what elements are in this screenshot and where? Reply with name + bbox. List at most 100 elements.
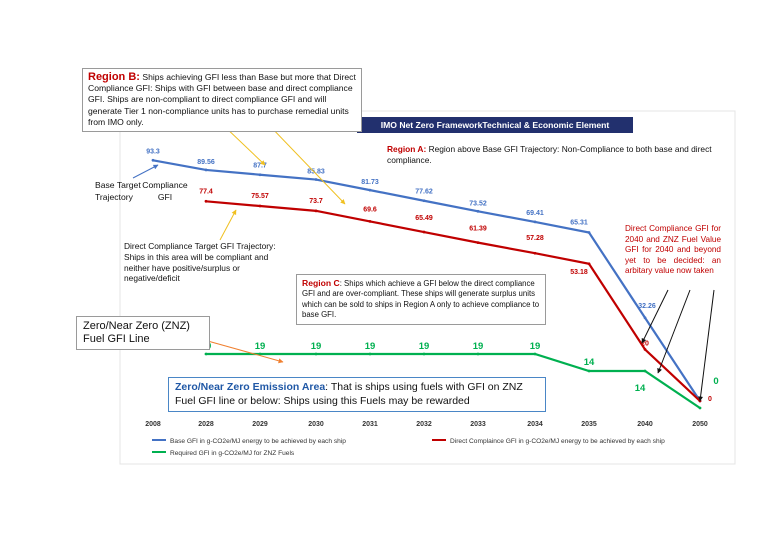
- data-point-znz: [587, 369, 591, 373]
- data-point-direct: [476, 241, 480, 245]
- data-label-base: 89.56: [197, 159, 215, 166]
- series-line-direct: [205, 200, 701, 402]
- data-point-direct: [368, 220, 372, 223]
- dc-target-arrow: [219, 209, 237, 241]
- data-label-direct: 69.6: [363, 206, 377, 213]
- dc-2040-arrow-3: [698, 289, 715, 402]
- x-tick-label: 2030: [308, 421, 324, 428]
- region-a-title: Region A:: [387, 144, 427, 154]
- data-label-direct: 57.28: [526, 235, 544, 242]
- x-tick-label: 2035: [581, 421, 597, 428]
- compliance-gfi-arrow: [132, 164, 159, 179]
- data-point-base: [422, 199, 426, 203]
- znz-area-title: Zero/Near Zero Emission Area: [175, 381, 326, 393]
- data-point-direct: [204, 199, 208, 203]
- data-label-direct: 61.39: [469, 226, 487, 233]
- data-label-znz: 19: [419, 341, 430, 352]
- data-point-direct: [643, 348, 647, 351]
- znz-area-body: : That is ships using fuels with GFI on …: [175, 381, 523, 407]
- dc-2040-annotation: Direct Compliance GFI for 2040 and ZNZ F…: [625, 224, 721, 276]
- x-tick-label: 2032: [416, 421, 432, 428]
- x-tick-label: 2040: [637, 421, 653, 428]
- data-label-base: 93.3: [146, 148, 160, 155]
- series-line-znz: [206, 352, 701, 409]
- region-c-body: : Ships which achieve a GFI below the di…: [302, 279, 540, 320]
- x-tick-label: 2050: [692, 421, 708, 428]
- dc-2040-arrow-2: [657, 289, 691, 374]
- x-tick-label: 2028: [198, 421, 214, 428]
- x-tick-label: 2008: [145, 421, 161, 428]
- data-point-direct: [533, 251, 537, 255]
- labels-layer: 93.3 89.56 87.7 85.83 81.73 77.62 73.52 69.41 65…: [146, 148, 718, 403]
- data-point-znz: [258, 352, 262, 356]
- data-label-direct: 65.49: [415, 215, 433, 222]
- region-c-title: Region C: [302, 278, 340, 288]
- x-tick-label: 2033: [470, 421, 486, 428]
- data-point-base: [314, 178, 318, 181]
- plot-frame: [119, 110, 736, 465]
- data-label-znz: 0: [713, 376, 718, 387]
- data-point-znz: [368, 352, 372, 356]
- x-tick-label: 2034: [527, 421, 543, 428]
- data-label-base: 65.31: [570, 220, 588, 227]
- data-point-znz: [422, 352, 426, 356]
- data-label-znz: 19: [473, 341, 484, 352]
- data-point-base: [368, 188, 372, 192]
- data-label-znz: 14: [584, 357, 595, 368]
- data-point-znz: [643, 369, 647, 373]
- data-point-base: [204, 168, 208, 172]
- dc-target-annotation: Direct Compliance Target GFI Trajectory:…: [124, 241, 276, 284]
- x-tick-label: 2029: [252, 421, 268, 428]
- data-label-direct: 73.7: [309, 198, 323, 205]
- x-tick-label: 2031: [362, 421, 378, 428]
- data-point-base: [476, 209, 480, 213]
- base-target-label: Base Target Trajectory: [95, 180, 141, 202]
- data-label-znz: 19: [365, 341, 376, 352]
- region-b-title: Region B:: [88, 71, 140, 83]
- data-point-direct: [258, 204, 262, 208]
- data-label-direct: 20: [641, 340, 649, 347]
- data-label-base: 73.52: [469, 200, 487, 207]
- data-label-base: 32.26: [638, 303, 656, 310]
- znz-area-annotation: Zero/Near Zero Emission Area: That is sh…: [168, 377, 546, 412]
- legend-label-znz: Required GFI in g-CO2e/MJ for ZNZ Fuels: [170, 450, 295, 457]
- data-point-znz: [698, 406, 702, 410]
- region-b-annotation: Region B: Ships achieving GFI less than …: [82, 68, 362, 133]
- data-point-znz: [314, 352, 318, 356]
- compliance-gfi-label: Compliance GFI: [142, 180, 188, 202]
- data-point-base: [533, 220, 537, 224]
- znz-line-annotation: Zero/Near Zero (ZNZ) Fuel GFI Line: [76, 316, 210, 350]
- data-label-direct: 77.4: [199, 188, 213, 195]
- legend-label-direct: Direct Complaince GFI in g-CO2e/MJ energ…: [450, 438, 665, 445]
- chart-title: IMO Net Zero FrameworkTechnical & Econom…: [357, 117, 633, 133]
- data-label-znz: 19: [530, 341, 541, 352]
- data-label-direct: 75.57: [251, 193, 269, 200]
- legend-label-base: Base GFI in g-CO2e/MJ energy to be achie…: [170, 438, 346, 445]
- dc-2040-arrow-1: [641, 289, 669, 344]
- data-label-base: 87.7: [253, 163, 267, 170]
- data-label-base: 69.41: [526, 210, 544, 217]
- data-point-znz: [476, 352, 480, 356]
- data-point-direct: [587, 262, 591, 266]
- data-label-base: 77.62: [415, 189, 433, 196]
- region-b-body: Ships achieving GFI less than Base but m…: [88, 72, 356, 127]
- region-a-annotation: Region A: Region above Base GFI Trajecto…: [387, 144, 717, 165]
- region-b-arrow-2: [267, 123, 346, 205]
- data-point-direct: [314, 209, 318, 213]
- series-layer: [151, 158, 702, 410]
- data-label-znz: 19: [255, 341, 266, 352]
- data-label-direct: 53.18: [570, 269, 588, 276]
- data-point-base: [643, 316, 647, 320]
- data-label-znz: 19: [311, 341, 322, 352]
- znz-line-arrow: [196, 337, 284, 364]
- data-point-znz: [533, 352, 537, 356]
- annotation-arrows: [132, 123, 715, 402]
- data-point-base: [151, 158, 155, 162]
- data-point-direct: [422, 230, 426, 234]
- data-label-znz: 14: [635, 383, 646, 394]
- region-c-annotation: Region C: Ships which achieve a GFI belo…: [296, 274, 546, 325]
- data-label-base: 81.73: [361, 179, 379, 186]
- data-point-znz: [204, 352, 208, 356]
- region-a-body: Region above Base GFI Trajectory: Non-Co…: [387, 144, 712, 165]
